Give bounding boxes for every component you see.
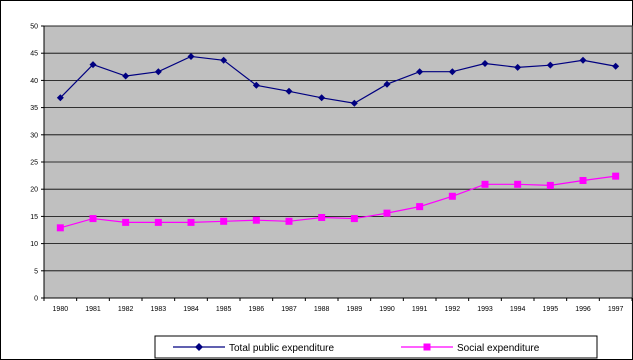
- series-total-public-expenditure: [56, 52, 620, 107]
- y-tick-labels: 0 5 10 15 20 25 30 35 40 45 50: [30, 24, 44, 303]
- x-tick-label: 1980: [53, 306, 69, 313]
- data-point: [154, 218, 162, 226]
- y-tick-label: 50: [30, 24, 38, 31]
- x-tick-label: 1991: [412, 306, 428, 313]
- x-tick-label: 1989: [347, 306, 363, 313]
- series-layer: [56, 52, 620, 232]
- data-point: [514, 180, 522, 188]
- y-tick-label: 15: [30, 214, 38, 221]
- data-point: [285, 87, 293, 95]
- data-point: [514, 63, 522, 71]
- legend: Total public expenditure Social expendit…: [154, 335, 598, 359]
- data-point: [579, 176, 587, 184]
- data-point: [318, 94, 326, 102]
- gridlines: [44, 25, 632, 272]
- legend-label: Social expenditure: [457, 343, 540, 354]
- data-point: [220, 217, 228, 225]
- legend-label: Total public expenditure: [229, 343, 335, 354]
- data-point: [252, 216, 260, 224]
- data-point: [546, 61, 554, 69]
- data-point: [122, 72, 130, 80]
- data-point: [122, 218, 130, 226]
- x-tick-label: 1995: [543, 306, 559, 313]
- data-point: [318, 213, 326, 221]
- data-point: [383, 209, 391, 217]
- legend-marker-square: [423, 343, 431, 351]
- legend-item-total-public-expenditure: Total public expenditure: [173, 343, 335, 354]
- x-tick-label: 1993: [477, 306, 493, 313]
- data-point: [350, 99, 358, 107]
- y-tick-label: 0: [34, 296, 38, 303]
- y-tick-label: 5: [34, 268, 38, 275]
- data-point: [448, 68, 456, 76]
- data-point: [154, 68, 162, 76]
- x-tick-label: 1997: [608, 306, 624, 313]
- y-tick-label: 30: [30, 132, 38, 139]
- x-tick-label: 1983: [151, 306, 167, 313]
- data-point: [89, 215, 97, 223]
- legend-box: [154, 335, 598, 359]
- x-tick-label: 1987: [281, 306, 297, 313]
- series-line: [59, 55, 616, 104]
- data-point: [252, 81, 260, 89]
- data-point: [89, 61, 97, 69]
- x-tick-label: 1982: [118, 306, 134, 313]
- y-tick-label: 40: [30, 78, 38, 85]
- data-point: [56, 94, 64, 102]
- data-point: [383, 80, 391, 88]
- y-tick-label: 45: [30, 51, 38, 58]
- data-point: [416, 203, 424, 211]
- data-point: [350, 215, 358, 223]
- x-tick-labels: 1980 1981 1982 1983 1984 1985 1986 1987 1988 1989…: [43, 298, 633, 313]
- data-point: [56, 224, 64, 232]
- x-tick-label: 1984: [183, 306, 199, 313]
- y-tick-label: 25: [30, 160, 38, 167]
- x-tick-label: 1981: [85, 306, 101, 313]
- legend-marker-diamond: [195, 343, 203, 351]
- x-tick-label: 1996: [575, 306, 591, 313]
- data-point: [612, 62, 620, 70]
- data-point: [546, 181, 554, 189]
- y-tick-label: 35: [30, 105, 38, 112]
- data-point: [220, 56, 228, 64]
- data-point: [481, 180, 489, 188]
- series-line: [60, 175, 616, 229]
- x-tick-label: 1986: [249, 306, 265, 313]
- data-point: [448, 192, 456, 200]
- data-point: [187, 52, 195, 60]
- data-point: [416, 68, 424, 76]
- data-point: [579, 56, 587, 64]
- series-social-expenditure: [56, 172, 620, 232]
- y-tick-label: 20: [30, 187, 38, 194]
- x-tick-label: 1985: [216, 306, 232, 313]
- x-tick-label: 1990: [379, 306, 395, 313]
- y-tick-label: 10: [30, 241, 38, 248]
- data-point: [285, 217, 293, 225]
- legend-item-social-expenditure: Social expenditure: [401, 343, 540, 354]
- data-point: [187, 218, 195, 226]
- data-point: [481, 60, 489, 68]
- x-tick-label: 1992: [445, 306, 461, 313]
- data-point: [612, 172, 620, 180]
- x-tick-label: 1988: [314, 306, 330, 313]
- x-tick-label: 1994: [510, 306, 526, 313]
